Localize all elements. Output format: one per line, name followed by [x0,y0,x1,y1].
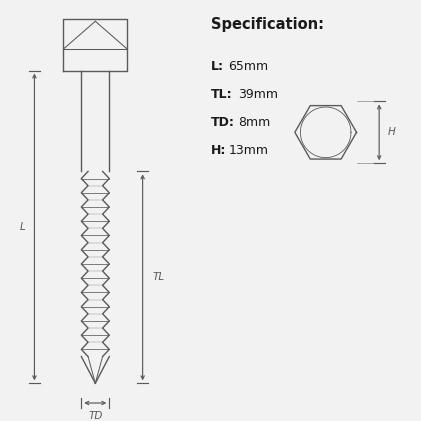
Text: TD:: TD: [210,116,234,129]
Text: 65mm: 65mm [229,60,269,73]
Text: Specification:: Specification: [210,17,323,32]
Text: TD: TD [88,411,102,421]
Text: 8mm: 8mm [237,116,270,129]
Text: 39mm: 39mm [237,88,278,101]
Text: H:: H: [210,144,226,157]
Text: 13mm: 13mm [229,144,269,157]
Text: TL:: TL: [210,88,232,101]
Text: L: L [20,222,26,232]
Text: L:: L: [210,60,224,73]
Text: H: H [388,127,395,137]
Text: TL: TL [153,272,165,282]
